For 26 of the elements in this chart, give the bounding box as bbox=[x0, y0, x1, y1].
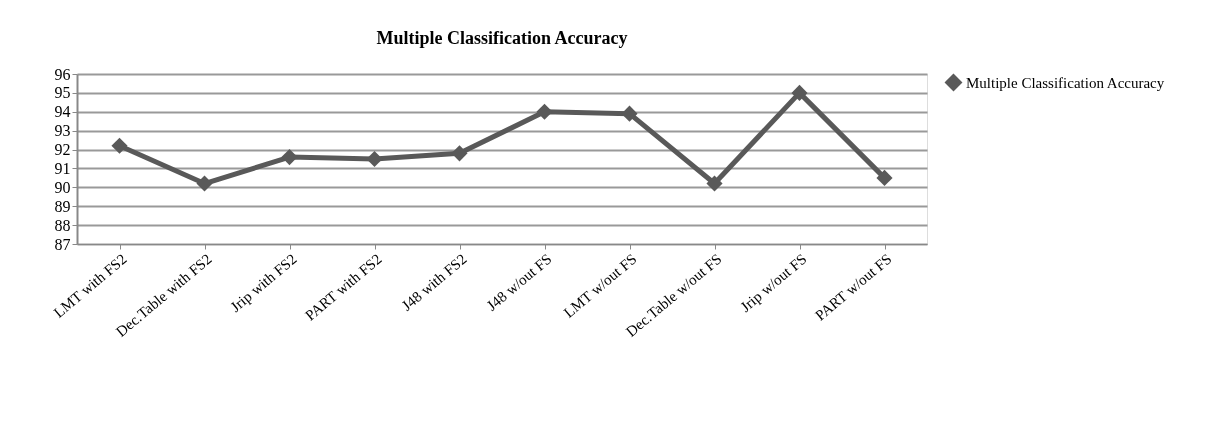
point bbox=[366, 150, 383, 168]
y-tick-label: 92 bbox=[54, 141, 71, 159]
x-tick-label: Jrip w/out FS bbox=[737, 250, 810, 315]
y-tick-label: 95 bbox=[54, 84, 71, 102]
point bbox=[791, 84, 808, 101]
point bbox=[621, 105, 638, 122]
x-tick-label: J48 w/out FS bbox=[483, 250, 555, 314]
y-tick-label: 96 bbox=[54, 65, 71, 83]
x-tick-label: J48 with FS2 bbox=[398, 250, 470, 314]
chart-title: Multiple Classification Accuracy bbox=[376, 28, 628, 48]
y-tick-label: 88 bbox=[54, 216, 71, 234]
y-tick-label: 93 bbox=[54, 122, 71, 140]
x-tick-label: Jrip with FS2 bbox=[227, 250, 300, 315]
point bbox=[876, 169, 893, 186]
legend-label: Multiple Classification Accuracy bbox=[966, 74, 1165, 91]
point bbox=[706, 175, 723, 192]
y-tick-label: 89 bbox=[54, 197, 71, 215]
point bbox=[536, 103, 553, 120]
y-tick-label: 91 bbox=[54, 159, 71, 177]
point bbox=[196, 175, 213, 192]
point bbox=[281, 149, 298, 166]
y-tick-label: 90 bbox=[54, 178, 71, 196]
point bbox=[111, 137, 128, 154]
y-tick-label: 87 bbox=[54, 235, 71, 253]
y-tick-label: 94 bbox=[54, 103, 71, 121]
point bbox=[451, 145, 468, 162]
